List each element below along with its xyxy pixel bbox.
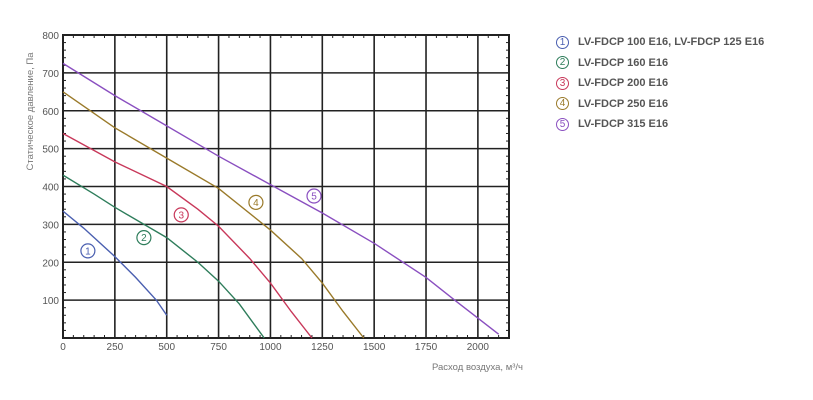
x-tick-label: 1750 [415, 342, 438, 353]
y-tick-label: 700 [42, 69, 59, 80]
x-tick-label: 1000 [259, 342, 282, 353]
legend-marker: 4 [556, 97, 569, 111]
legend-label: LV-FDCP 315 E16 [578, 118, 669, 131]
y-tick-label: 500 [42, 145, 59, 156]
curve-marker-circle-1 [80, 243, 96, 259]
y-axis-label: Статическое давление, Па [25, 52, 36, 171]
x-tick-label: 1500 [363, 342, 386, 353]
x-tick-label: 2000 [467, 342, 490, 353]
series-line-4 [62, 91, 365, 339]
y-tick-label: 800 [42, 31, 59, 42]
x-tick-label: 750 [210, 342, 227, 353]
legend-item: 3 LV-FDCP 200 E16 [556, 73, 764, 94]
legend-label: LV-FDCP 100 E16, LV-FDCP 125 E16 [578, 36, 765, 49]
legend-item: 2 LV-FDCP 160 E16 [556, 53, 764, 74]
legend: 1 LV-FDCP 100 E16, LV-FDCP 125 E16 2 LV-FDC… [556, 32, 764, 135]
y-tick-label: 300 [42, 220, 59, 231]
legend-item: 4 LV-FDCP 250 E16 [556, 94, 764, 115]
curve-marker-label-2: 2 [141, 233, 147, 244]
y-tick-label: 400 [42, 183, 59, 194]
legend-item: 1 LV-FDCP 100 E16, LV-FDCP 125 E16 [556, 32, 764, 53]
x-tick-label: 1250 [311, 342, 334, 353]
legend-marker: 3 [556, 76, 569, 90]
y-tick-label: 200 [42, 258, 59, 269]
curve-marker-circle-5 [306, 188, 322, 204]
y-tick-label: 600 [42, 107, 59, 118]
x-axis-label: Расход воздуха, м³/ч [432, 362, 523, 373]
x-tick-label: 500 [158, 342, 175, 353]
series-line-5 [62, 62, 500, 335]
curve-marker-circle-3 [173, 207, 189, 223]
curve-marker-label-3: 3 [178, 210, 184, 221]
x-tick-label: 0 [60, 342, 66, 353]
x-tick-label: 250 [107, 342, 124, 353]
series-line-1 [62, 210, 168, 316]
legend-label: LV-FDCP 250 E16 [578, 97, 669, 110]
series-line-2 [62, 174, 265, 339]
legend-label: LV-FDCP 160 E16 [578, 56, 669, 69]
legend-label: LV-FDCP 200 E16 [578, 77, 669, 90]
curve-marker-circle-2 [136, 230, 152, 246]
series-line-3 [62, 132, 313, 339]
legend-marker: 2 [556, 56, 569, 70]
legend-item: 5 LV-FDCP 315 E16 [556, 114, 764, 135]
curve-marker-label-5: 5 [311, 191, 317, 202]
curve-marker-circle-4 [248, 194, 264, 211]
curve-marker-label-1: 1 [85, 246, 91, 257]
curve-marker-label-4: 4 [253, 198, 259, 209]
legend-marker: 1 [556, 35, 569, 49]
legend-marker: 5 [556, 117, 569, 131]
y-tick-label: 100 [42, 296, 59, 307]
